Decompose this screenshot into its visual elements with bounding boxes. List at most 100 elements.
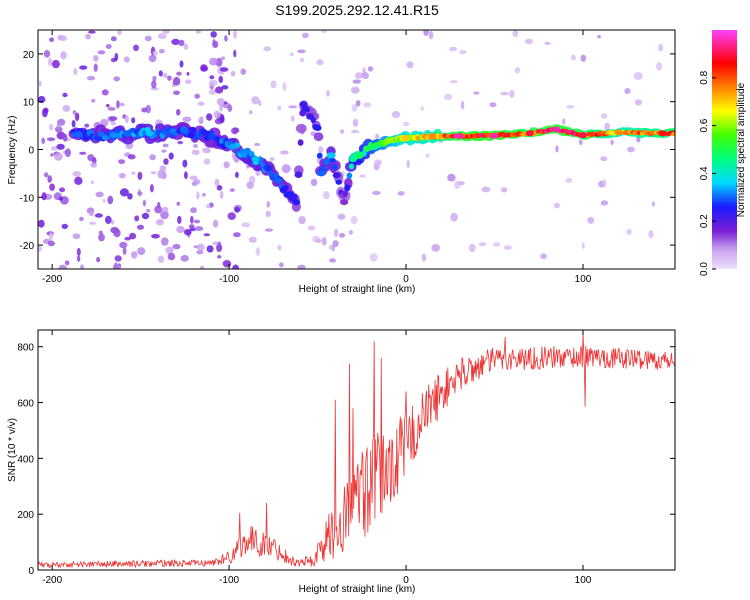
spectrogram-noise-cell xyxy=(604,122,610,131)
spectrogram-ridge-point xyxy=(145,130,154,137)
figure-title: S199.2025.292.12.41.R15 xyxy=(275,2,439,18)
spectrogram-noise-cell xyxy=(172,76,181,86)
spectrogram-noise-cell xyxy=(369,253,378,262)
x-tick-label: -100 xyxy=(219,274,239,285)
spectrogram-noise-cell xyxy=(263,46,272,52)
spectrogram-noise-cell xyxy=(600,200,609,206)
spectrogram-noise-cell xyxy=(47,175,52,183)
spectrogram-noise-cell xyxy=(597,35,601,39)
spectrogram-ridge-point xyxy=(317,170,326,177)
spectrogram-noise-cell xyxy=(241,222,250,228)
spectrogram-noise-cell xyxy=(450,212,458,222)
spectrogram-noise-cell xyxy=(161,206,169,213)
spectrogram-noise-cell xyxy=(133,44,139,51)
y-tick-label: 200 xyxy=(17,510,34,521)
spectrogram-noise-cell xyxy=(460,100,465,110)
spectrogram-noise-cell xyxy=(359,174,366,178)
spectrogram-noise-cell xyxy=(76,255,81,262)
spectrogram-noise-cell xyxy=(219,190,224,199)
spectrogram-noise-cell xyxy=(80,264,85,269)
spectrogram-ridge-cell xyxy=(297,139,304,146)
snr-y-ticks: 0 200 400 600 800 xyxy=(17,343,675,577)
colorbar-tick-label: 0.6 xyxy=(699,118,710,132)
spectrogram-noise-cell xyxy=(106,104,110,108)
spectrogram-noise-cell xyxy=(210,31,217,38)
spectrogram-noise-cell xyxy=(38,80,42,87)
spectrogram-noise-cell xyxy=(57,34,64,41)
spectrogram-noise-cell xyxy=(49,37,54,42)
spectrogram-y-ticks: -20 -10 0 10 20 xyxy=(20,50,675,252)
spectrogram-noise-cell xyxy=(206,113,213,121)
spectrogram-noise-cell xyxy=(102,198,106,203)
spectrogram-noise-cell xyxy=(176,71,182,76)
spectrogram-noise-cell xyxy=(217,255,222,259)
spectrogram-noise-cell xyxy=(264,228,273,232)
spectrogram-noise-cell xyxy=(248,110,253,115)
spectrogram-noise-cell xyxy=(333,228,339,238)
spectrogram-noise-cell xyxy=(580,54,587,62)
spectrogram-noise-cell xyxy=(300,57,304,63)
spectrogram-noise-cell xyxy=(351,86,360,94)
spectrogram-ridge-cell xyxy=(342,190,348,197)
spectrogram-noise-cell xyxy=(58,264,68,269)
spectrogram-noise-cell xyxy=(172,243,181,250)
spectrogram-noise-cell xyxy=(47,240,56,247)
spectrogram-noise-cell xyxy=(468,243,476,253)
spectrogram-noise-cell xyxy=(49,124,54,131)
spectrogram-noise-cell xyxy=(233,232,241,238)
spectrogram-noise-cell xyxy=(540,253,547,260)
spectrogram-noise-cell xyxy=(282,82,287,91)
spectrogram-noise-cell xyxy=(290,115,295,122)
spectrogram-ridge-cell xyxy=(294,171,303,178)
spectrogram-noise-cell xyxy=(131,171,136,175)
spectrogram-noise-cell xyxy=(110,121,117,126)
spectrogram-noise-cell xyxy=(158,70,163,77)
spectrogram-noise-cell xyxy=(201,65,209,72)
spectrogram-noise-cell xyxy=(141,107,148,113)
spectrogram-noise-cell xyxy=(176,201,181,206)
spectrogram-noise-cell xyxy=(316,59,324,66)
spectrogram-noise-cell xyxy=(372,190,381,196)
spectrogram-noise-cell xyxy=(97,50,106,55)
spectrogram-ridge-point xyxy=(579,132,587,139)
spectrogram-noise-cell xyxy=(277,245,282,251)
spectrogram-noise-cell xyxy=(331,244,335,252)
spectrogram-ridge-cell xyxy=(332,172,341,179)
spectrogram-ridge-cell xyxy=(97,131,105,137)
spectrogram-noise-cell xyxy=(117,30,122,36)
spectrogram-ridge-cell xyxy=(346,172,353,179)
snr-panel: -200 -100 0 100 0 200 400 600 800 Height of str… xyxy=(7,329,676,595)
spectrogram-ridge-point xyxy=(299,101,308,108)
spectrogram-noise-cell xyxy=(177,140,183,145)
spectrogram-ridge-cell xyxy=(268,170,274,177)
spectrogram-noise-cell xyxy=(62,104,71,112)
spectrogram-noise-cell xyxy=(55,126,63,133)
spectrogram-noise-cell xyxy=(168,152,174,160)
spectrogram-noise-cell xyxy=(123,56,130,63)
colorbar-label: Normalized spectral amplitude xyxy=(736,82,747,217)
spectrogram-marks xyxy=(38,30,675,269)
spectrogram-noise-cell xyxy=(231,151,236,160)
spectrogram-ridge-cell xyxy=(310,116,316,124)
spectrogram-noise-cell xyxy=(197,243,205,252)
spectrogram-noise-cell xyxy=(248,236,257,243)
spectrogram-noise-cell xyxy=(152,75,157,82)
spectrogram-noise-cell xyxy=(74,176,83,185)
y-tick-label: -10 xyxy=(20,193,35,204)
spectrogram-noise-cell xyxy=(524,38,534,45)
spectrogram-noise-cell xyxy=(297,264,306,269)
spectrogram-noise-cell xyxy=(90,162,97,168)
spectrogram-noise-cell xyxy=(240,68,247,75)
y-tick-label: 600 xyxy=(17,399,34,410)
spectrogram-noise-cell xyxy=(65,260,70,266)
spectrogram-noise-cell xyxy=(114,52,119,61)
colorbar-ticks: 0.0 0.2 0.4 0.6 0.8 xyxy=(699,70,716,276)
spectrogram-noise-cell xyxy=(216,185,223,191)
spectrogram-noise-cell xyxy=(185,79,192,85)
spectrogram-noise-cell xyxy=(137,224,144,230)
spectrogram-x-ticks: -200 -100 0 100 xyxy=(42,30,592,285)
spectrogram-noise-cell xyxy=(634,99,643,106)
spectrogram-noise-cell xyxy=(178,39,185,47)
spectrogram-noise-cell xyxy=(203,158,211,165)
